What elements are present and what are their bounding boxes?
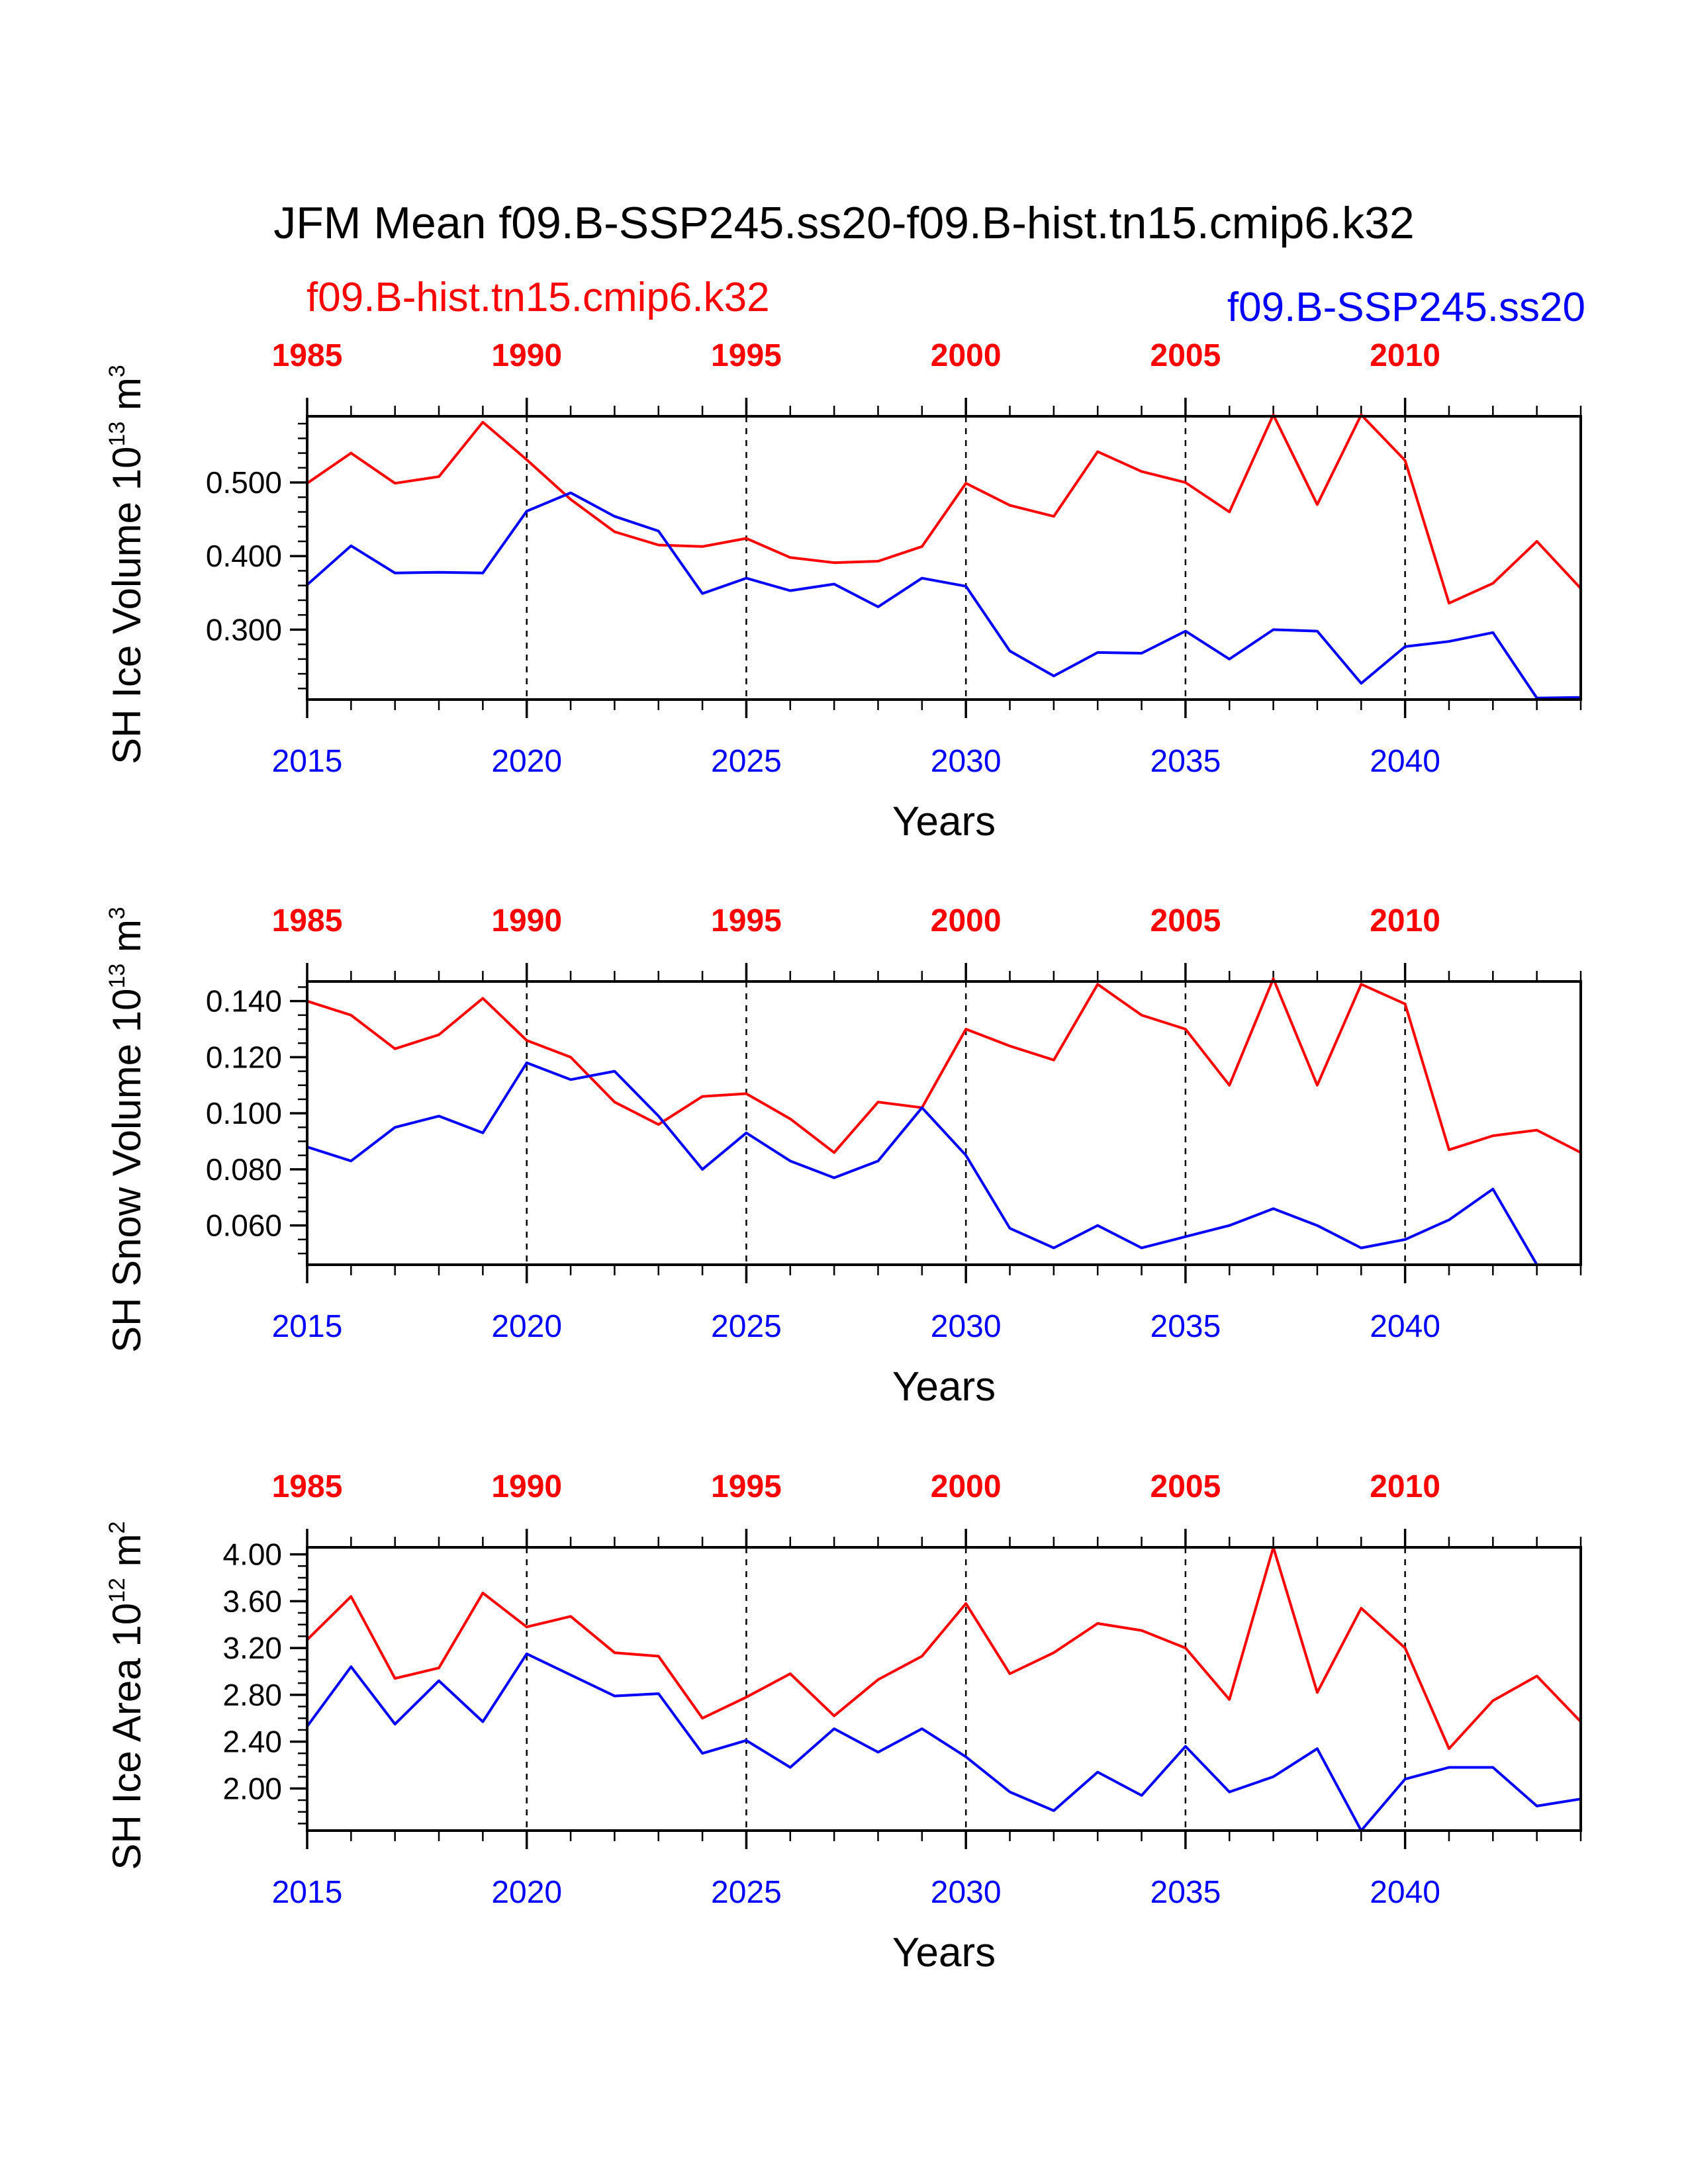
- y-tick-label: 0.140: [206, 984, 282, 1019]
- y-axis-title-part: 13: [105, 964, 130, 989]
- y-axis-title-part: m: [105, 377, 149, 422]
- bottom-year-label: 2035: [1150, 1309, 1221, 1344]
- y-axis-title-part: SH Snow Volume 10: [105, 989, 149, 1353]
- panel-2-frame: [306, 980, 1582, 1266]
- y-axis-title-part: 13: [105, 422, 130, 447]
- panel-3-hist-series-line: [306, 1546, 1582, 1751]
- panel-2-hist-series-line: [306, 977, 1581, 1154]
- panel-1: 0.300 0.400 0.500 1985 1990 1995 2000 2005 2010 2…: [105, 338, 1582, 844]
- legend-ssp-label: f09.B-SSP245.ss20: [1227, 285, 1585, 330]
- top-year-label: 2010: [1370, 338, 1440, 373]
- y-tick-label: 0.100: [206, 1096, 282, 1130]
- bottom-year-label: 2015: [272, 744, 343, 779]
- bottom-year-label: 2030: [931, 1309, 1002, 1344]
- top-year-label: 1985: [272, 903, 343, 938]
- top-year-label: 2010: [1370, 1469, 1440, 1504]
- top-year-label: 1990: [491, 1469, 562, 1504]
- y-tick-label: 0.400: [206, 539, 282, 573]
- top-year-label: 1995: [711, 903, 782, 938]
- y-axis-title-part: m: [105, 1533, 149, 1578]
- top-year-label: 1985: [272, 1469, 343, 1504]
- top-year-label: 1995: [711, 1469, 782, 1504]
- x-axis-title: Years: [892, 1364, 996, 1410]
- top-year-label: 2005: [1150, 903, 1221, 938]
- y-tick-label: 0.300: [206, 612, 282, 647]
- bottom-year-label: 2030: [931, 744, 1002, 779]
- y-axis-title-part: m: [105, 919, 149, 964]
- y-tick-label: 2.00: [222, 1771, 282, 1805]
- panel-1-frame: [306, 415, 1582, 701]
- bottom-year-label: 2020: [491, 1309, 562, 1344]
- panel-2-ssp-series-line: [306, 1061, 1581, 1266]
- bottom-year-label: 2040: [1370, 1875, 1440, 1910]
- panel-3: 2.00 2.40 2.80 3.20 3.60 4.00 1985 1990 1995 2000…: [105, 1469, 1582, 1976]
- top-year-label: 2000: [931, 903, 1002, 938]
- bottom-year-label: 2015: [272, 1875, 343, 1910]
- y-tick-label: 3.60: [222, 1584, 282, 1618]
- bottom-year-label: 2040: [1370, 1309, 1440, 1344]
- y-tick-label: 4.00: [222, 1537, 282, 1572]
- top-year-label: 2005: [1150, 1469, 1221, 1504]
- y-tick-label: 0.080: [206, 1152, 282, 1187]
- y-axis-title: SH Ice Volume 1013 m3: [105, 365, 149, 764]
- y-axis-title-part: SH Ice Area 10: [105, 1603, 149, 1870]
- figure-title: JFM Mean f09.B-SSP245.ss20-f09.B-hist.tn…: [273, 198, 1414, 248]
- x-axis-title: Years: [892, 1930, 996, 1976]
- top-year-label: 1990: [491, 338, 562, 373]
- top-year-label: 1985: [272, 338, 343, 373]
- y-tick-label: 0.120: [206, 1040, 282, 1074]
- y-axis-title-part: SH Ice Volume 10: [105, 447, 149, 764]
- y-axis-title-part: 2: [105, 1522, 130, 1534]
- top-year-label: 1990: [491, 903, 562, 938]
- panel-1-hist-series-line: [306, 413, 1582, 605]
- x-axis-title: Years: [892, 799, 996, 844]
- bottom-year-label: 2030: [931, 1875, 1002, 1910]
- bottom-year-label: 2035: [1150, 1875, 1221, 1910]
- y-tick-label: 2.80: [222, 1678, 282, 1712]
- bottom-year-label: 2025: [711, 744, 782, 779]
- y-tick-label: 0.500: [206, 465, 282, 500]
- y-axis-title-part: 3: [105, 365, 130, 377]
- bottom-year-label: 2040: [1370, 744, 1440, 779]
- bottom-year-label: 2035: [1150, 744, 1221, 779]
- y-tick-label: 3.20: [222, 1631, 282, 1665]
- bottom-year-label: 2015: [272, 1309, 343, 1344]
- bottom-year-label: 2025: [711, 1875, 782, 1910]
- panel-3-ssp-series-line: [306, 1652, 1581, 1832]
- top-year-label: 2005: [1150, 338, 1221, 373]
- panel-2: 0.060 0.080 0.100 0.120 0.140 1985 1990 1995 200…: [105, 903, 1582, 1410]
- legend-hist-label: f09.B-hist.tn15.cmip6.k32: [306, 275, 770, 320]
- y-tick-label: 0.060: [206, 1208, 282, 1243]
- y-tick-label: 2.40: [222, 1725, 282, 1759]
- bottom-year-label: 2025: [711, 1309, 782, 1344]
- top-year-label: 1995: [711, 338, 782, 373]
- top-year-label: 2000: [931, 338, 1002, 373]
- bottom-year-label: 2020: [491, 1875, 562, 1910]
- top-year-label: 2010: [1370, 903, 1440, 938]
- y-axis-title: SH Ice Area 1012 m2: [105, 1522, 149, 1870]
- y-axis-title: SH Snow Volume 1013 m3: [105, 907, 149, 1353]
- bottom-year-label: 2020: [491, 744, 562, 779]
- y-axis-title-part: 12: [105, 1578, 130, 1603]
- top-year-label: 2000: [931, 1469, 1002, 1504]
- y-axis-title-part: 3: [105, 907, 130, 919]
- panel-3-frame: [306, 1546, 1582, 1832]
- panel-1-ssp-series-line: [306, 491, 1581, 700]
